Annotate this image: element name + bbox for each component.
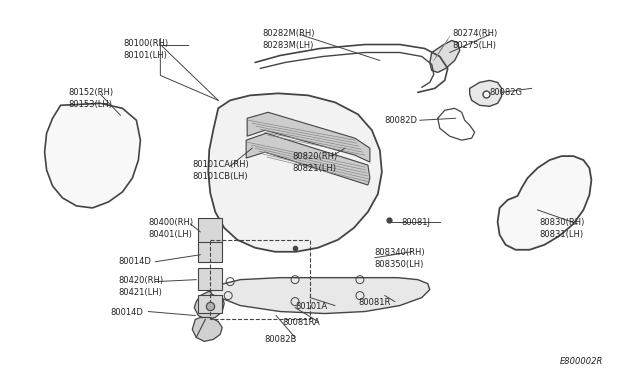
Text: 80014D: 80014D [118, 257, 151, 266]
Polygon shape [192, 318, 222, 341]
Text: 80082B: 80082B [264, 336, 296, 344]
Text: 80282M(RH): 80282M(RH) [262, 29, 315, 38]
Polygon shape [498, 156, 591, 250]
Text: 80082D: 80082D [385, 116, 418, 125]
Text: 80830(RH): 80830(RH) [540, 218, 585, 227]
Polygon shape [247, 112, 370, 162]
Bar [210, 240, 310, 320]
Text: 80101CB(LH): 80101CB(LH) [192, 172, 248, 181]
Text: 80275(LH): 80275(LH) [452, 41, 497, 49]
Text: 808340(RH): 808340(RH) [374, 248, 424, 257]
Text: 80101A: 80101A [295, 302, 327, 311]
Polygon shape [210, 278, 430, 314]
Text: E800002R: E800002R [559, 357, 603, 366]
Text: 80283M(LH): 80283M(LH) [262, 41, 314, 49]
Bar [198, 218, 222, 244]
Text: 80274(RH): 80274(RH) [452, 29, 498, 38]
Text: 808350(LH): 808350(LH) [374, 260, 423, 269]
Text: 80082G: 80082G [490, 89, 523, 97]
Bar [198, 268, 222, 290]
Text: 80100(RH): 80100(RH) [124, 39, 168, 48]
Text: 80401(LH): 80401(LH) [148, 230, 192, 239]
Polygon shape [195, 292, 224, 320]
Polygon shape [246, 133, 370, 185]
Text: 80820(RH): 80820(RH) [292, 152, 337, 161]
Text: 80831(LH): 80831(LH) [540, 230, 584, 239]
Text: 80153(LH): 80153(LH) [68, 100, 113, 109]
Text: 80152(RH): 80152(RH) [68, 89, 114, 97]
Text: 80014D: 80014D [111, 308, 143, 317]
Text: 80821(LH): 80821(LH) [292, 164, 336, 173]
Polygon shape [470, 80, 502, 106]
Bar [198, 295, 222, 312]
Text: 80101CA(RH): 80101CA(RH) [192, 160, 249, 169]
Polygon shape [430, 41, 460, 73]
Text: 80081R: 80081R [358, 298, 390, 307]
Text: 80081RA: 80081RA [282, 318, 320, 327]
Bar [198, 242, 222, 262]
Text: 80400(RH): 80400(RH) [148, 218, 193, 227]
Text: 80081J: 80081J [402, 218, 431, 227]
Polygon shape [45, 103, 140, 208]
Text: 80421(LH): 80421(LH) [118, 288, 163, 296]
Text: 80101(LH): 80101(LH) [124, 51, 167, 60]
Polygon shape [208, 93, 382, 252]
Text: 80420(RH): 80420(RH) [118, 276, 164, 285]
